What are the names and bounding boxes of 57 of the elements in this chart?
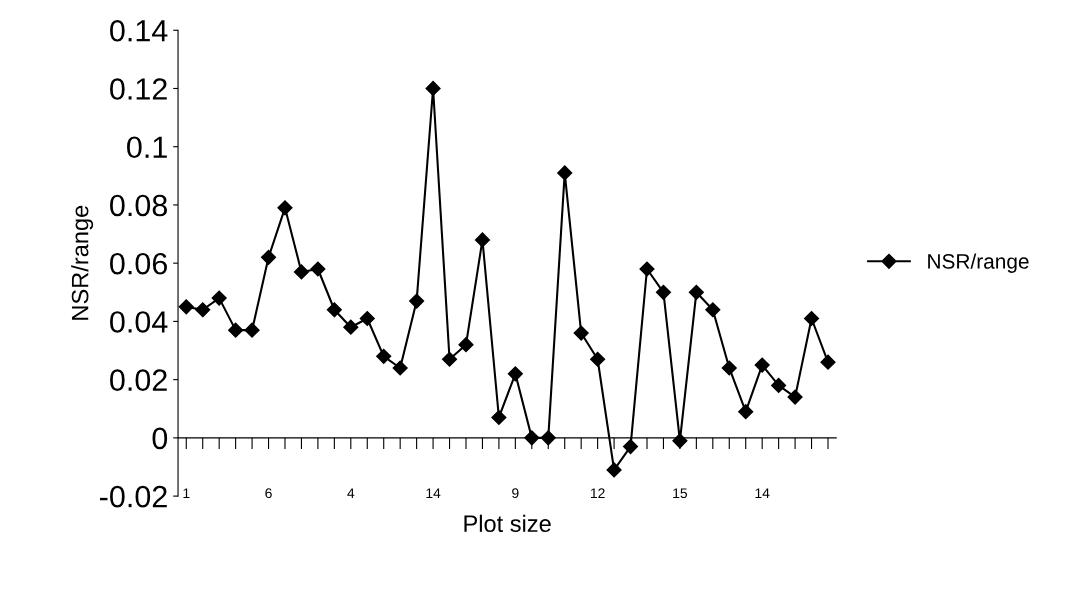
point [655,284,672,300]
point [310,261,326,277]
point [622,439,639,455]
x-tick-label: 14 [755,488,770,498]
point [803,310,820,327]
y-tick-label: 0 [152,427,168,450]
point [606,462,622,478]
point [639,261,655,277]
y-tick-label: 0.08 [110,194,167,217]
point [277,200,293,216]
y-tick-label: 0.04 [110,311,168,333]
x-tick-label: 12 [590,488,605,498]
y-tick-label: 0.02 [110,369,167,392]
legend-label: NSR/range [928,253,1029,273]
point [392,360,408,376]
point [721,360,737,376]
point [211,290,227,306]
point [705,302,721,318]
point [441,351,458,367]
point [326,302,342,318]
point [178,299,194,315]
point [260,249,277,265]
x-tick-label: 1 [183,488,190,498]
y-tick-label: -0.02 [100,485,167,508]
point [787,389,803,405]
point [820,354,836,370]
x-axis-title: Plot size [464,514,551,533]
x-tick-label: 4 [347,488,355,498]
y-tick-label: 0.06 [110,252,167,275]
y-axis-title: NSR/range [71,205,94,320]
point [491,409,507,426]
point [754,357,770,373]
x-tick-label: 6 [265,488,272,499]
x-tick-label: 15 [673,488,688,499]
point [244,322,260,338]
point [425,80,441,97]
point [688,284,704,300]
point [557,165,573,181]
point [359,310,375,327]
x-tick-label: 9 [512,488,519,499]
point [195,302,211,318]
point [343,319,359,335]
point [409,293,425,309]
point [771,377,787,394]
point [474,232,491,248]
point [738,404,754,420]
point [228,322,244,338]
y-tick-label: 0.14 [110,19,168,42]
y-tick-label: 0.1 [127,136,167,159]
point [293,264,310,280]
x-tick-label: 14 [426,488,441,498]
y-tick-label: 0.12 [110,78,167,100]
point [590,351,606,367]
point [507,366,523,382]
point [376,348,392,364]
point [573,325,589,341]
point [458,337,474,353]
